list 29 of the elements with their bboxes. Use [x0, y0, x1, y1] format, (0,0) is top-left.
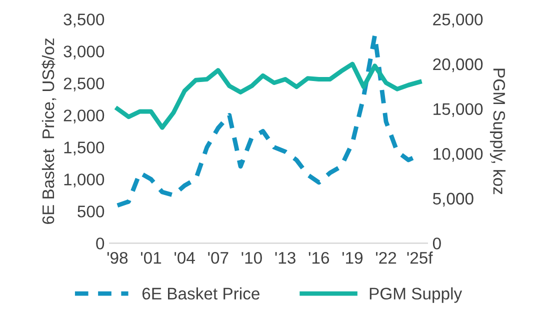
x-tick-label: '10 [242, 252, 262, 264]
legend-label: 6E Basket Price [142, 287, 260, 300]
x-tick-label: '16 [308, 252, 330, 264]
y2-tick-label: 5,000 [432, 192, 474, 207]
legend-label: PGM Supply [370, 287, 462, 303]
y-tick-label: 1,500 [64, 142, 104, 156]
y-tick-label: 2,000 [64, 110, 104, 124]
y-tick-label: 2,500 [64, 78, 104, 92]
x-tick-label: '07 [208, 252, 228, 264]
y2-tick-label: 20,000 [433, 58, 483, 72]
x-tick-label: '25f [407, 252, 433, 264]
line-series [115, 62, 422, 130]
x-tick-label: '22 [376, 252, 396, 264]
y-tick-label: 3,000 [64, 46, 104, 60]
x-tick-label: '13 [275, 252, 296, 264]
x-tick-label: '01 [140, 252, 162, 264]
y2-tick-label: 25,000 [433, 14, 483, 28]
y-tick-label: 0 [96, 238, 104, 250]
x-tick-label: '04 [174, 252, 195, 264]
y-axis-title: 6E Basket Price, US$/oz [42, 38, 56, 224]
y2-tick-label: 0 [432, 238, 441, 250]
y2-tick-label: 10,000 [434, 148, 483, 162]
y-tick-label: 1,000 [64, 174, 104, 188]
x-tick-label: '98 [107, 252, 128, 264]
y-tick-label: 3,500 [64, 14, 104, 28]
x-tick-label: '19 [342, 252, 363, 264]
y2-axis-title: PGM Supply, koz [490, 68, 506, 194]
y-tick-label: 500 [78, 206, 104, 218]
y2-tick-label: 15,000 [434, 103, 483, 117]
